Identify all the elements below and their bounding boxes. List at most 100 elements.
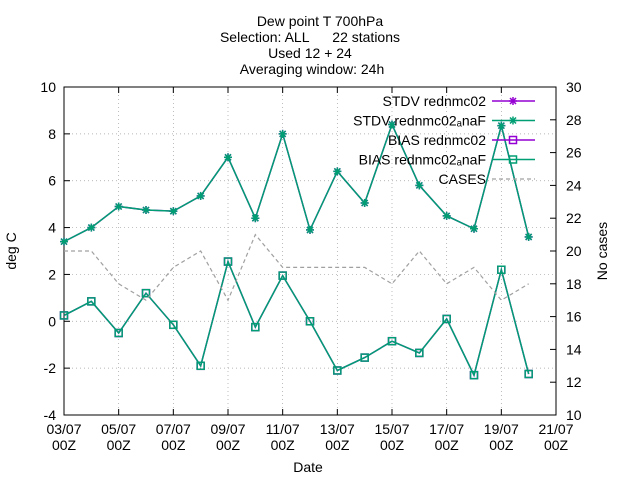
data-point <box>196 361 205 371</box>
data-point <box>414 180 425 191</box>
data-point <box>524 369 533 379</box>
x-tick-label: 19/07 <box>484 421 519 437</box>
data-point <box>441 211 452 221</box>
y2-tick-label: 16 <box>566 309 582 325</box>
data-point <box>469 223 479 234</box>
data-point <box>169 320 178 330</box>
data-point <box>195 191 206 201</box>
y-tick-label: 8 <box>48 126 56 142</box>
y2-tick-label: 22 <box>566 210 582 226</box>
series-1 <box>59 119 534 247</box>
y2-tick-label: 18 <box>566 276 582 292</box>
y2-axis-label: No cases <box>594 222 610 280</box>
y2-tick-label: 20 <box>566 243 582 259</box>
x-tick-label-time: 00Z <box>380 437 405 453</box>
data-point <box>360 353 369 362</box>
data-point <box>497 265 506 274</box>
legend-label: STDV rednmc02ₐnaF <box>353 113 486 129</box>
y-tick-label: 10 <box>40 79 56 95</box>
x-tick-label-time: 00Z <box>489 437 514 453</box>
x-tick-label: 17/07 <box>429 421 464 437</box>
series-4 <box>64 233 529 302</box>
x-tick-label-time: 00Z <box>325 437 350 453</box>
legend-label: CASES <box>439 171 486 187</box>
title-line-2: Selection: ALL 22 stations <box>220 29 400 45</box>
y-tick-label: 6 <box>48 173 56 189</box>
y-tick-label: -2 <box>44 360 57 376</box>
x-tick-label-time: 00Z <box>544 437 569 453</box>
data-point <box>113 201 124 212</box>
data-point <box>223 152 233 163</box>
series-line <box>63 259 530 378</box>
axes: -4-20246810101214161820222426283003/0700… <box>40 79 581 453</box>
y2-tick-label: 30 <box>566 79 582 95</box>
legend-marker <box>508 96 518 106</box>
data-point <box>223 257 233 266</box>
x-tick-label-time: 00Z <box>435 437 460 453</box>
legend-label: STDV rednmc02 <box>383 93 487 109</box>
data-point <box>251 322 260 332</box>
data-point <box>305 225 315 235</box>
y2-tick-label: 26 <box>566 145 582 161</box>
legend-label: BIAS rednmc02 <box>388 132 486 148</box>
y2-tick-label: 10 <box>566 407 582 423</box>
x-tick-label-time: 00Z <box>271 437 296 453</box>
data-point <box>141 288 151 298</box>
legend-entry-0: STDV rednmc02 <box>383 93 535 109</box>
data-point <box>86 222 97 233</box>
legend-entry-4: CASES <box>439 171 535 187</box>
x-tick-label-time: 00Z <box>107 437 132 453</box>
data-point <box>250 213 261 223</box>
data-point <box>278 271 287 280</box>
x-tick-label: 03/07 <box>46 421 81 437</box>
legend-entry-1: STDV rednmc02ₐnaF <box>353 113 535 129</box>
title-line-3: Used 12 + 24 <box>268 45 352 61</box>
x-tick-label: 15/07 <box>374 421 409 437</box>
x-tick-label: 05/07 <box>101 421 136 437</box>
data-point <box>87 297 96 306</box>
data-point <box>141 205 151 215</box>
data-point <box>333 366 342 375</box>
y-tick-label: 4 <box>48 220 56 236</box>
data-point <box>496 120 507 131</box>
x-tick-label-time: 00Z <box>52 437 77 453</box>
y2-tick-label: 28 <box>566 112 582 128</box>
legend: STDV rednmc02 STDV rednmc02ₐnaF BIAS rednm… <box>353 93 535 187</box>
series-line <box>63 259 530 378</box>
x-tick-label-time: 00Z <box>216 437 241 453</box>
data-point <box>469 370 479 380</box>
y2-tick-label: 14 <box>566 341 582 357</box>
x-tick-label: 09/07 <box>210 421 245 437</box>
x-tick-label: 21/07 <box>538 421 573 437</box>
data-point <box>59 236 69 247</box>
legend-marker <box>508 155 518 164</box>
legend-marker <box>508 135 518 145</box>
x-tick-label: 13/07 <box>320 421 355 437</box>
data-point <box>332 166 343 177</box>
x-tick-label: 11/07 <box>266 421 300 437</box>
data-point <box>305 317 315 326</box>
series-line <box>64 233 529 302</box>
data-point <box>168 206 179 216</box>
data-point <box>387 336 397 346</box>
y-tick-label: 0 <box>48 313 56 329</box>
legend-entry-2: BIAS rednmc02 <box>388 132 535 148</box>
series-layer <box>59 119 534 380</box>
x-axis-label: Date <box>293 459 323 475</box>
data-point <box>114 328 123 338</box>
title-line-4: Averaging window: 24h <box>240 61 385 77</box>
data-point <box>442 314 451 324</box>
title-line-1: Dew point T 700hPa <box>257 13 384 29</box>
y2-tick-label: 12 <box>566 374 582 390</box>
series-line <box>63 122 530 243</box>
legend-label: BIAS rednmc02ₐnaF <box>359 152 486 168</box>
data-point <box>59 311 69 320</box>
x-tick-label-time: 00Z <box>161 437 186 453</box>
data-point <box>277 129 288 139</box>
chart-title: Dew point T 700hPa Selection: ALL 22 sta… <box>220 13 400 77</box>
y-tick-label: 2 <box>48 266 56 282</box>
data-point <box>415 348 424 358</box>
series-2 <box>59 257 533 380</box>
data-point <box>523 232 534 242</box>
